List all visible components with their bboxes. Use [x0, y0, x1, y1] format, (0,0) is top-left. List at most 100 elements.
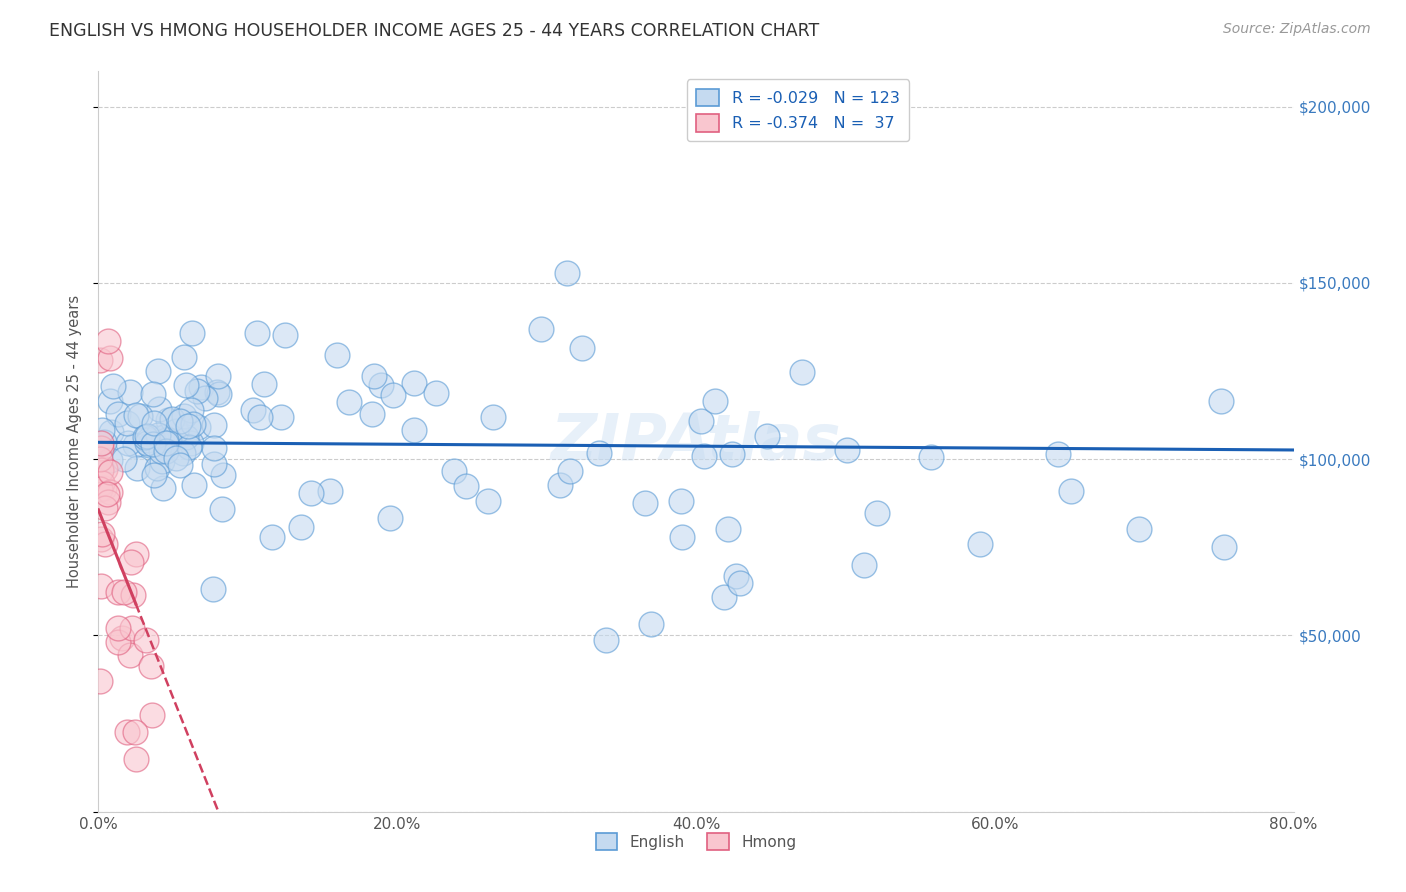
Point [262, 530, 284, 544]
Point [169, 414, 191, 428]
Point [98, 351, 121, 365]
Point [211, 502, 233, 516]
Point [721, 447, 744, 461]
Point [107, 407, 129, 421]
Point [93, 435, 115, 450]
Point [181, 326, 204, 340]
Point [98, 465, 121, 479]
Legend: English, Hmong: English, Hmong [589, 827, 803, 856]
Point [111, 631, 134, 645]
Point [920, 450, 942, 464]
Point [148, 402, 170, 417]
Point [155, 433, 177, 447]
Point [115, 416, 138, 430]
Point [1213, 540, 1236, 554]
Point [165, 425, 187, 439]
Point [246, 326, 269, 340]
Point [93, 481, 115, 495]
Point [180, 403, 202, 417]
Y-axis label: Householder Income Ages 25 - 44 years: Householder Income Ages 25 - 44 years [67, 295, 83, 588]
Point [456, 479, 478, 493]
Point [118, 385, 141, 400]
Point [91, 526, 114, 541]
Point [134, 632, 156, 647]
Point [173, 350, 195, 364]
Point [98, 485, 121, 500]
Point [1060, 483, 1083, 498]
Point [1046, 447, 1069, 461]
Point [96, 487, 118, 501]
Point [98, 452, 121, 467]
Point [326, 348, 349, 362]
Point [558, 464, 581, 478]
Point [202, 441, 225, 455]
Point [595, 632, 617, 647]
Point [134, 429, 156, 443]
Point [482, 409, 505, 424]
Point [270, 409, 292, 424]
Point [152, 430, 174, 444]
Text: Source: ZipAtlas.com: Source: ZipAtlas.com [1223, 22, 1371, 37]
Point [588, 446, 610, 460]
Point [124, 725, 146, 739]
Point [146, 427, 169, 442]
Point [404, 424, 426, 438]
Point [477, 494, 499, 508]
Point [129, 409, 152, 423]
Point [274, 328, 297, 343]
Point [173, 409, 195, 423]
Point [94, 462, 117, 476]
Point [717, 522, 740, 536]
Point [148, 364, 170, 378]
Point [634, 496, 657, 510]
Point [142, 417, 165, 431]
Point [90, 441, 112, 455]
Point [157, 434, 180, 448]
Point [370, 377, 392, 392]
Point [571, 341, 593, 355]
Point [94, 537, 117, 551]
Point [177, 419, 200, 434]
Point [120, 555, 142, 569]
Point [139, 659, 162, 673]
Point [186, 384, 208, 399]
Point [211, 467, 233, 482]
Point [90, 436, 112, 450]
Point [360, 408, 382, 422]
Point [969, 537, 991, 551]
Point [378, 511, 401, 525]
Point [381, 388, 404, 402]
Point [194, 391, 217, 405]
Point [190, 379, 212, 393]
Point [136, 429, 159, 443]
Point [290, 520, 312, 534]
Point [90, 423, 112, 437]
Point [866, 506, 889, 520]
Point [94, 501, 117, 516]
Point [443, 464, 465, 478]
Point [107, 585, 129, 599]
Point [165, 451, 187, 466]
Point [249, 410, 271, 425]
Point [89, 673, 111, 688]
Point [1209, 394, 1232, 409]
Point [162, 412, 184, 426]
Point [89, 483, 111, 497]
Point [117, 436, 139, 450]
Point [555, 266, 578, 280]
Point [202, 457, 225, 471]
Point [155, 435, 177, 450]
Point [136, 433, 159, 447]
Point [755, 429, 778, 443]
Point [207, 369, 229, 384]
Point [146, 460, 169, 475]
Point [149, 444, 172, 458]
Point [115, 725, 138, 739]
Point [125, 752, 148, 766]
Point [101, 379, 124, 393]
Point [142, 387, 165, 401]
Point [242, 402, 264, 417]
Point [1128, 522, 1150, 536]
Point [725, 569, 748, 583]
Point [253, 377, 276, 392]
